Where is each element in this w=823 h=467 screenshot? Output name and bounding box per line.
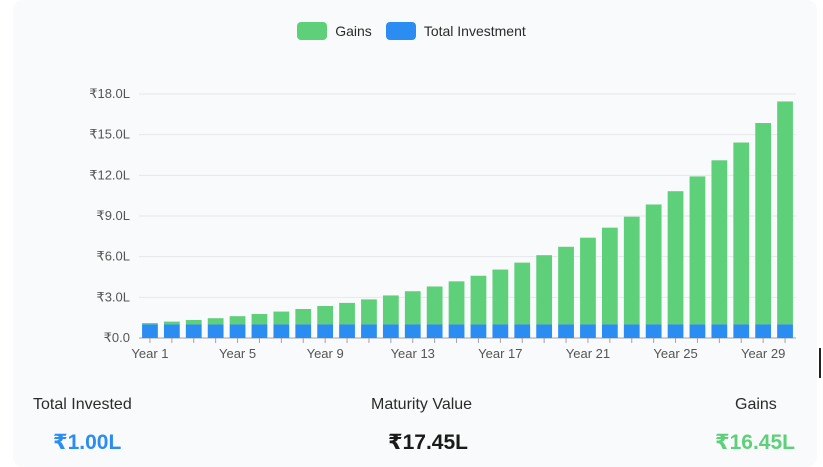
investment-bar bbox=[536, 324, 553, 338]
x-tick-label: Year 17 bbox=[478, 346, 522, 361]
gains-bar bbox=[229, 316, 246, 325]
investment-bar bbox=[229, 324, 246, 338]
gains-bar bbox=[601, 227, 618, 325]
investment-bar bbox=[755, 324, 772, 338]
x-tick-label: Year 25 bbox=[653, 346, 697, 361]
investment-bar bbox=[361, 324, 377, 338]
gains-bar bbox=[251, 314, 268, 325]
y-tick-label: ₹18.0L bbox=[89, 86, 130, 101]
x-tick-label: Year 5 bbox=[219, 346, 256, 361]
gains-bar bbox=[667, 191, 684, 325]
gains-bar bbox=[580, 237, 596, 325]
investment-bar bbox=[514, 324, 531, 338]
gains-bar bbox=[470, 275, 487, 325]
legend-item-investment[interactable]: Total Investment bbox=[385, 22, 526, 40]
investment-bar bbox=[382, 324, 399, 338]
investment-bar bbox=[142, 324, 158, 338]
gains-bar bbox=[558, 246, 574, 325]
y-tick-label: ₹12.0L bbox=[89, 167, 130, 182]
x-tick-label: Year 13 bbox=[391, 346, 435, 361]
maturity-value-label: Maturity Value bbox=[371, 396, 473, 413]
investment-bar bbox=[777, 324, 793, 338]
investment-bar bbox=[251, 324, 268, 338]
investment-bar bbox=[339, 324, 355, 338]
gains-label: Gains bbox=[735, 396, 777, 413]
growth-chart: ₹0.0 ₹3.0L ₹6.0L ₹9.0L ₹12.0L ₹15.0L ₹18.0L Yea… bbox=[89, 86, 796, 361]
gains-bar bbox=[711, 160, 728, 325]
gains-bar bbox=[536, 255, 553, 325]
investment-bar bbox=[295, 324, 312, 338]
investment-bar bbox=[667, 324, 684, 338]
legend-label-gains: Gains bbox=[335, 23, 372, 39]
gains-bar bbox=[163, 321, 180, 325]
y-tick-label: ₹9.0L bbox=[96, 208, 130, 223]
investment-bar bbox=[163, 324, 180, 338]
investment-bar bbox=[492, 324, 509, 338]
investment-bar bbox=[711, 324, 728, 338]
x-tick-label: Year 29 bbox=[741, 346, 785, 361]
gains-bar bbox=[339, 302, 355, 325]
y-tick-label: ₹0.0 bbox=[104, 330, 130, 345]
investment-bar bbox=[470, 324, 487, 338]
y-tick-label: ₹6.0L bbox=[96, 249, 130, 264]
gains-bar bbox=[777, 101, 793, 325]
investment-bar bbox=[558, 324, 574, 338]
gains-value: ₹16.45L bbox=[715, 431, 795, 454]
gains-bar bbox=[185, 319, 202, 325]
total-invested-label: Total Invested bbox=[33, 396, 132, 413]
legend-swatch-investment bbox=[385, 22, 416, 40]
investment-bar bbox=[185, 324, 202, 338]
maturity-value: ₹17.45L bbox=[388, 431, 468, 454]
edge-marker bbox=[819, 348, 821, 378]
gains-bar bbox=[317, 306, 334, 325]
x-tick-label: Year 1 bbox=[131, 346, 168, 361]
gains-bar bbox=[755, 123, 772, 325]
legend-label-investment: Total Investment bbox=[423, 23, 526, 39]
gains-bar bbox=[273, 311, 290, 325]
investment-bar bbox=[448, 324, 465, 338]
investment-bar bbox=[426, 324, 443, 338]
y-tick-label: ₹3.0L bbox=[96, 289, 130, 304]
gains-bar bbox=[733, 142, 750, 325]
gains-bar bbox=[623, 216, 640, 325]
gains-bar bbox=[426, 286, 443, 325]
gains-bar bbox=[295, 308, 312, 325]
gains-bar bbox=[448, 281, 465, 325]
investment-bar bbox=[601, 324, 618, 338]
investment-bar bbox=[580, 324, 596, 338]
x-tick-label: Year 9 bbox=[307, 346, 344, 361]
x-tick-label: Year 21 bbox=[566, 346, 610, 361]
gains-bar bbox=[404, 291, 421, 325]
total-invested-value: ₹1.00L bbox=[53, 431, 122, 454]
gains-bar bbox=[142, 323, 158, 325]
chart-legend: Gains Total Investment bbox=[0, 22, 823, 40]
gains-bar bbox=[689, 176, 706, 325]
investment-bar bbox=[404, 324, 421, 338]
legend-item-gains[interactable]: Gains bbox=[297, 22, 372, 40]
gains-bar bbox=[207, 318, 224, 325]
investment-bar bbox=[207, 324, 224, 338]
investment-bar bbox=[733, 324, 750, 338]
gains-bar bbox=[492, 269, 509, 325]
investment-bar bbox=[273, 324, 290, 338]
investment-bar bbox=[689, 324, 706, 338]
gains-bar bbox=[361, 299, 377, 325]
investment-bar bbox=[645, 324, 662, 338]
legend-swatch-gains bbox=[297, 22, 328, 40]
gains-bar bbox=[382, 295, 399, 325]
gains-bar bbox=[645, 204, 662, 325]
investment-bar bbox=[317, 324, 334, 338]
gains-bar bbox=[514, 262, 531, 325]
y-tick-label: ₹15.0L bbox=[89, 127, 130, 142]
investment-bar bbox=[623, 324, 640, 338]
